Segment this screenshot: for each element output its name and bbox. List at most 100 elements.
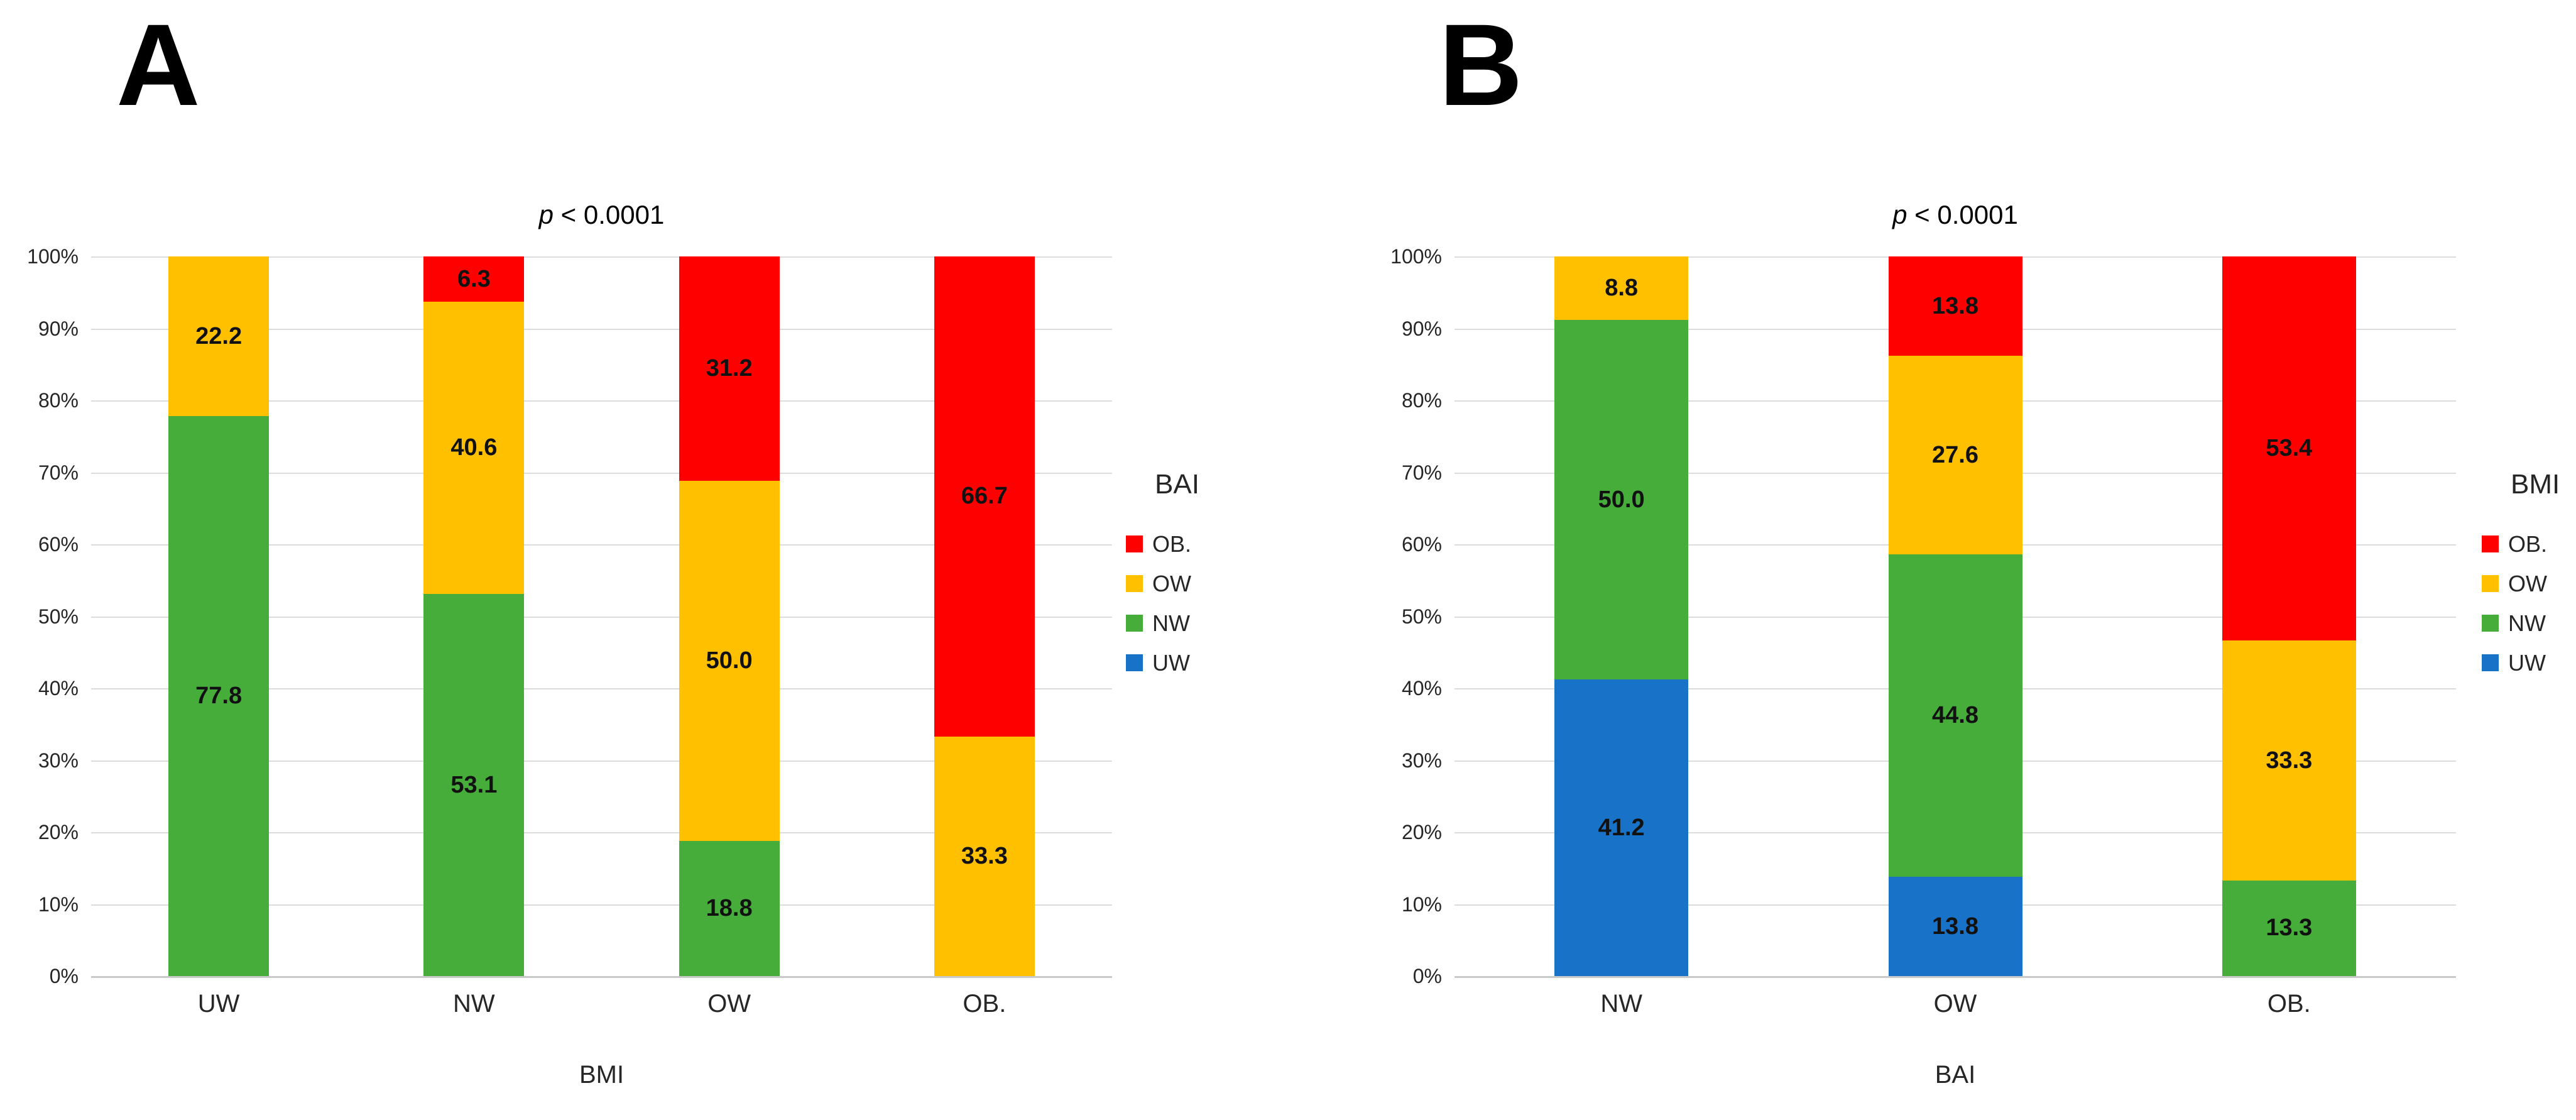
legend-title-b: BMI <box>2511 469 2560 500</box>
legend-item-label: OB. <box>1152 530 1192 557</box>
gridline <box>1454 616 2456 618</box>
y-tick-label: 10% <box>1401 892 1442 916</box>
y-tick-label: 0% <box>1412 965 1442 987</box>
bar-segment-NW: 13.3 <box>2222 880 2356 976</box>
bar-segment-NW: 53.1 <box>423 594 525 976</box>
bar-value-label: 31.2 <box>706 355 753 382</box>
bar-segment-NW: 18.8 <box>679 840 780 976</box>
x-category-label: OB. <box>963 990 1007 1018</box>
x-category-label: NW <box>453 990 495 1018</box>
bar-segment-OW: 50.0 <box>679 481 780 841</box>
bar-value-label: 18.8 <box>706 894 753 921</box>
bar-value-label: 13.3 <box>2266 914 2313 942</box>
legend-item-OB: OB. <box>1126 524 1199 564</box>
y-tick-label: 80% <box>38 389 79 412</box>
bar-segment-OB.: 6.3 <box>423 256 525 302</box>
gridline <box>1454 472 2456 474</box>
gridline <box>91 400 1112 402</box>
legend-swatch-green <box>2482 615 2499 632</box>
gridline <box>91 328 1112 330</box>
bar-value-label: 8.8 <box>1605 274 1639 301</box>
y-tick-label: 70% <box>38 461 79 484</box>
bar-segment-OW: 33.3 <box>2222 640 2356 881</box>
gridline <box>1454 400 2456 402</box>
bar-segment-OW: 27.6 <box>1888 356 2022 555</box>
bar-segment-OB.: 53.4 <box>2222 256 2356 641</box>
y-tick-label: 30% <box>38 749 79 772</box>
bar-segment-OW: 33.3 <box>934 736 1035 976</box>
stacked-bar-OW: 13.8 44.8 27.6 13.8 <box>1888 256 2022 976</box>
legend-b: BMI OB. OW NW UW <box>2482 469 2560 683</box>
bar-value-label: 22.2 <box>195 322 243 349</box>
y-tick-label: 20% <box>1401 821 1442 843</box>
gridline <box>91 472 1112 474</box>
gridline <box>1454 256 2456 258</box>
y-tick-label: 80% <box>1401 389 1442 412</box>
gridline <box>1454 832 2456 833</box>
legend-item-label: NW <box>1152 610 1190 636</box>
legend-item-OW: OW <box>2482 564 2560 603</box>
x-category-label: OW <box>1933 990 1977 1018</box>
stacked-bar-OB.: 13.3 33.3 53.4 <box>2222 256 2356 976</box>
bar-value-label: 66.7 <box>961 483 1008 510</box>
gridline <box>1454 760 2456 762</box>
legend-swatch-red <box>1126 535 1143 552</box>
legend-title-a: BAI <box>1155 469 1199 500</box>
gridline <box>91 760 1112 762</box>
chart-title-b: p < 0.0001 <box>1454 200 2456 230</box>
y-tick-label: 100% <box>1390 245 1442 268</box>
x-axis-title-b: BAI <box>1935 1061 1976 1089</box>
gridline <box>91 256 1112 258</box>
x-category-label: UW <box>197 990 240 1018</box>
p-value-symbol: p <box>1892 200 1907 229</box>
bar-segment-OW: 40.6 <box>423 302 525 595</box>
gridline <box>91 544 1112 546</box>
y-tick-label: 40% <box>38 677 79 700</box>
legend-items-a: OB. OW NW UW <box>1126 524 1199 683</box>
bar-value-label: 77.8 <box>195 683 243 710</box>
legend-item-UW: UW <box>2482 643 2560 683</box>
plot-area-a: 77.8 22.2 53.1 40.6 6.3 18.8 50.0 31.2 33.3 66.7 <box>91 256 1112 978</box>
stacked-bar-UW: 77.8 22.2 <box>168 256 270 976</box>
panel-label-a: A <box>116 1 200 130</box>
gridline <box>1454 688 2456 689</box>
y-tick-label: 100% <box>27 245 79 268</box>
y-tick-label: 40% <box>1401 677 1442 700</box>
bar-segment-OB.: 13.8 <box>1888 256 2022 356</box>
legend-a: BAI OB. OW NW UW <box>1126 469 1199 683</box>
bar-value-label: 44.8 <box>1932 702 1978 729</box>
bar-value-label: 53.4 <box>2266 435 2313 462</box>
bar-segment-OW: 8.8 <box>1554 256 1689 320</box>
legend-item-label: NW <box>2508 610 2546 636</box>
legend-item-label: OW <box>1152 570 1191 596</box>
legend-item-OW: OW <box>1126 564 1199 603</box>
bar-value-label: 13.8 <box>1932 292 1978 319</box>
y-tick-label: 90% <box>38 317 79 340</box>
bar-segment-NW: 50.0 <box>1554 319 1689 680</box>
legend-item-NW: NW <box>1126 603 1199 643</box>
bar-value-label: 6.3 <box>457 265 491 292</box>
bar-value-label: 40.6 <box>450 434 498 461</box>
y-tick-label: 30% <box>1401 749 1442 772</box>
gridline <box>91 904 1112 906</box>
x-category-label: OB. <box>2267 990 2311 1018</box>
bar-value-label: 41.2 <box>1598 814 1645 841</box>
chart-title-a: p < 0.0001 <box>91 200 1112 230</box>
legend-item-UW: UW <box>1126 643 1199 683</box>
bar-value-label: 27.6 <box>1932 441 1978 468</box>
legend-swatch-green <box>1126 615 1143 632</box>
legend-item-label: OW <box>2508 570 2547 596</box>
bar-value-label: 50.0 <box>1598 486 1645 513</box>
bar-segment-NW: 77.8 <box>168 416 270 976</box>
gridline <box>91 832 1112 833</box>
legend-swatch-blue <box>1126 654 1143 671</box>
y-tick-label: 60% <box>1401 533 1442 556</box>
p-value-text: < 0.0001 <box>1907 200 2018 229</box>
stacked-bar-OW: 18.8 50.0 31.2 <box>679 256 780 976</box>
bar-segment-OW: 22.2 <box>168 256 270 417</box>
p-value-text: < 0.0001 <box>554 200 665 229</box>
x-category-label: NW <box>1600 990 1642 1018</box>
